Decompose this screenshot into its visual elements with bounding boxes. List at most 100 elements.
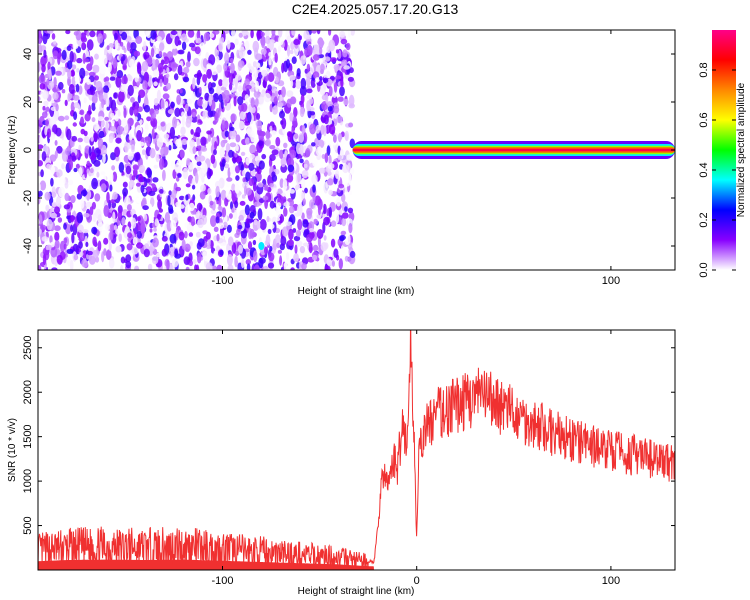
heatmap-cell — [176, 176, 180, 182]
heatmap-cell — [64, 181, 69, 189]
heatmap-cell — [212, 30, 220, 35]
heatmap-cell — [133, 152, 139, 162]
heatmap-cell — [68, 158, 73, 171]
snr-xlabel: Height of straight line (km) — [298, 586, 415, 597]
heatmap-cell — [348, 122, 354, 128]
heatmap-cell — [151, 128, 155, 140]
heatmap-cell — [92, 64, 100, 74]
heatmap-cell — [114, 146, 120, 158]
heatmap-cell — [327, 163, 335, 170]
heatmap-cell — [202, 74, 208, 83]
heatmap-cell — [93, 239, 97, 247]
heatmap-cell — [184, 103, 189, 112]
heatmap-cell — [121, 75, 128, 85]
heatmap-cell — [340, 76, 344, 88]
heatmap-cell — [175, 186, 181, 192]
heatmap-cell — [265, 130, 271, 140]
heatmap-cell — [272, 105, 278, 115]
heatmap-cell — [59, 240, 66, 253]
heatmap-cell — [261, 153, 267, 160]
heatmap-cell — [61, 49, 67, 61]
heatmap-cell — [167, 109, 174, 115]
heatmap-cell — [52, 92, 59, 100]
heatmap-cell — [106, 51, 113, 61]
heatmap-cell — [240, 164, 245, 172]
heatmap-cell — [181, 41, 187, 51]
heatmap-cell — [241, 194, 246, 199]
heatmap-cell — [269, 154, 276, 161]
heatmap-cell — [225, 189, 232, 200]
heatmap-cell — [122, 64, 127, 70]
heatmap-cell — [184, 205, 189, 214]
heatmap-cell — [271, 171, 276, 178]
heatmap-cell — [209, 127, 215, 138]
heatmap-cell — [238, 46, 246, 59]
heatmap-cell — [247, 241, 253, 250]
heatmap-cell — [256, 54, 261, 60]
heatmap-cell — [328, 30, 332, 36]
heatmap-cell — [116, 125, 123, 136]
heatmap-cell — [147, 263, 153, 270]
heatmap-cell — [118, 233, 122, 242]
heatmap-cell — [268, 52, 273, 57]
heatmap-cell — [130, 97, 135, 103]
heatmap-cell — [247, 49, 252, 55]
heatmap-cell — [307, 34, 312, 40]
x-tick-label: 100 — [602, 275, 620, 287]
heatmap-cell — [205, 231, 211, 240]
heatmap-cell — [275, 76, 279, 84]
colorbar: 0.0 0.2 0.4 0.6 0.8 Normalized spectral ampl… — [698, 30, 747, 278]
heatmap-cell — [227, 264, 234, 270]
heatmap-cell — [105, 122, 109, 134]
heatmap-cell — [67, 256, 71, 267]
heatmap-cell — [289, 189, 296, 194]
heatmap-cell — [200, 136, 207, 146]
heatmap-cell — [303, 132, 308, 144]
heatmap-cell — [224, 99, 228, 106]
heatmap-cell — [196, 264, 200, 270]
heatmap-cell — [260, 48, 267, 55]
heatmap-cell — [183, 66, 190, 74]
heatmap-cell — [134, 265, 140, 270]
heatmap-cell — [57, 115, 65, 122]
heatmap-cell — [239, 111, 246, 120]
heatmap-cell — [264, 30, 270, 37]
heatmap-cell — [349, 250, 356, 259]
heatmap-cell — [185, 119, 192, 128]
heatmap-cell — [310, 111, 316, 116]
heatmap-cell — [144, 136, 151, 144]
heatmap-cell — [65, 30, 71, 35]
heatmap-cell — [69, 259, 74, 270]
heatmap-cell — [109, 76, 116, 81]
heatmap-cell — [46, 219, 53, 231]
heatmap-cell — [271, 216, 277, 225]
heatmap-cell — [162, 169, 166, 182]
heatmap-cell — [308, 242, 313, 254]
heatmap-cell — [337, 96, 344, 102]
heatmap-cell — [79, 109, 85, 116]
heatmap-cell — [41, 151, 47, 162]
heatmap-cell — [128, 133, 132, 141]
heatmap-cell — [227, 167, 231, 179]
heatmap-cell — [319, 47, 323, 55]
heatmap-cell — [188, 232, 194, 237]
heatmap-cell — [156, 89, 161, 102]
heatmap-cell — [135, 36, 143, 44]
heatmap-cell — [309, 65, 314, 75]
heatmap-cell — [281, 117, 287, 130]
heatmap-cell — [250, 30, 254, 39]
heatmap-cell — [248, 66, 255, 74]
heatmap-cell — [110, 99, 117, 112]
heatmap-cell — [201, 162, 208, 174]
heatmap-cell — [49, 154, 57, 162]
heatmap-cell — [68, 84, 75, 94]
heatmap-cell — [51, 201, 57, 207]
heatmap-cell — [96, 171, 100, 178]
heatmap-cell — [304, 187, 308, 194]
heatmap-cell — [312, 184, 316, 193]
heatmap-cell — [55, 127, 62, 137]
heatmap-cell — [144, 93, 148, 104]
heatmap-cell — [322, 77, 329, 84]
colorbar-label: Normalized spectral amplitude — [736, 82, 747, 217]
spectrogram-cells — [38, 30, 675, 270]
